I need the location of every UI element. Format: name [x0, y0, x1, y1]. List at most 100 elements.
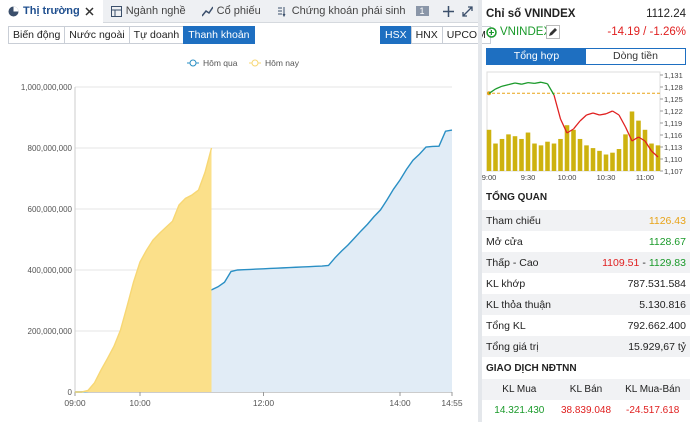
index-panel: Chỉ số VNINDEX 1112.24 VNINDEX -14.19 / …	[482, 0, 690, 422]
overview-row: Tham chiếu 1126.43	[482, 210, 690, 231]
filter-button[interactable]: HSX	[380, 26, 412, 44]
column-header: KL Mua-Bán	[625, 384, 681, 395]
row-label: Tham chiếu	[486, 214, 541, 227]
price-segment	[618, 114, 627, 128]
tab[interactable]: Ngành nghề	[103, 0, 194, 23]
row-label: Mở cửa	[486, 235, 523, 248]
price-segment	[488, 88, 496, 94]
section-title: TỔNG QUAN	[486, 192, 548, 203]
price-segment	[514, 82, 522, 85]
edit-icon[interactable]	[546, 25, 560, 39]
y-tick-label: 400,000,000	[28, 266, 73, 275]
volume-bar	[642, 129, 648, 171]
y-tick-label: 1,131	[664, 71, 683, 80]
index-change: -14.19 / -1.26%	[607, 26, 686, 38]
volume-bar	[655, 145, 661, 171]
volume-bar	[590, 148, 596, 171]
tab-label: Chứng khoán phái sinh	[291, 5, 406, 17]
price-segment	[534, 81, 542, 85]
overview-row: Mở cửa 1128.67	[482, 231, 690, 252]
row-label: Tổng KL	[486, 319, 526, 332]
overview-row: KL thỏa thuận 5.130.816	[482, 294, 690, 315]
expand-icon[interactable]	[462, 6, 473, 17]
volume-bar	[506, 134, 511, 171]
price-segment	[599, 113, 607, 116]
area	[75, 148, 212, 392]
price-segment	[638, 136, 646, 142]
x-tick-label: 10:30	[597, 173, 616, 182]
row-value: 15.929,67 tỷ	[628, 341, 686, 353]
tab[interactable]: Thị trường	[0, 0, 103, 23]
volume-bar	[512, 136, 518, 171]
y-tick-label: 1,122	[664, 107, 683, 116]
price-segment	[553, 94, 562, 120]
y-tick-label: 1,110	[664, 155, 682, 164]
tab[interactable]: Chứng khoán phái sinh 1	[269, 0, 437, 23]
price-segment	[559, 118, 568, 134]
add-icon[interactable]	[443, 6, 454, 17]
row-value: 5.130.816	[639, 299, 686, 311]
row-value: 1126.43	[649, 215, 686, 227]
value-part: 1109.51	[602, 256, 640, 269]
value-part: -	[642, 256, 646, 269]
value-part: 1126.43	[648, 214, 686, 227]
price-segment	[586, 112, 594, 116]
index-icon	[486, 27, 497, 38]
y-tick-label: 0	[68, 388, 73, 397]
row-label: KL khớp	[486, 277, 526, 290]
tab-badge: 1	[415, 6, 429, 16]
y-tick-label: 1,113	[664, 143, 682, 152]
price-segment	[605, 110, 613, 115]
price-segment	[566, 128, 574, 134]
x-tick-label: 09:00	[64, 398, 86, 408]
row-label: KL thỏa thuận	[486, 298, 551, 311]
section-title: GIAO DỊCH NĐTNN	[486, 363, 577, 374]
view-tabs: Tổng hợp Dòng tiền	[486, 48, 686, 65]
filter-button[interactable]: Tự doanh	[128, 26, 185, 44]
liquidity-chart: 0 200,000,000 400,000,000 600,000,000 800,00…	[21, 58, 463, 408]
y-tick-label: 1,107	[664, 167, 683, 176]
price-segment	[540, 81, 548, 85]
value-part: 1128.67	[648, 235, 686, 248]
index-chart: 1,107 1,110 1,113 1,116 1,119 1,122 1,125 1,128…	[482, 71, 683, 182]
row-value: 787.531.584	[628, 278, 686, 290]
row-value: 1109.51-1129.83	[602, 257, 686, 269]
value-part: 787.531.584	[627, 277, 686, 290]
volume-bar	[538, 145, 544, 171]
tab-label: Thị trường	[23, 5, 80, 17]
price-segment	[508, 82, 516, 86]
value-part: 1129.83	[648, 256, 686, 269]
filter-button[interactable]: HNX	[410, 26, 443, 44]
filter-button[interactable]: Biến động	[8, 26, 66, 44]
volume-bar	[629, 111, 635, 171]
volume-bar	[499, 138, 505, 171]
price-segment	[612, 110, 620, 116]
row-value: 792.662.400	[628, 320, 686, 332]
filter-group: Biến động Nước ngoài Tự doanh Thanh khoản	[8, 26, 255, 44]
price-segment	[527, 81, 535, 85]
legend-marker	[251, 59, 259, 67]
volume-bar	[584, 145, 589, 171]
foreign-value: 14.321.430	[494, 405, 545, 416]
x-tick-label: 10:00	[129, 398, 151, 408]
tab[interactable]: Cổ phiếu	[194, 0, 269, 23]
value-part: 792.662.400	[627, 319, 686, 332]
volume-bar	[525, 132, 531, 171]
overview-row: Tổng KL 792.662.400	[482, 315, 690, 336]
volume-bar	[558, 138, 563, 171]
x-tick-label: 10:00	[558, 173, 577, 182]
x-tick-label: 14:00	[389, 398, 411, 408]
tab-bar: Thị trường Ngành nghề Cổ phiếu Chứng kho…	[0, 0, 478, 23]
x-tick-label: 9:30	[521, 173, 536, 182]
view-tab[interactable]: Dòng tiền	[613, 50, 658, 62]
volume-bar	[486, 129, 492, 171]
view-tab[interactable]: Tổng hợp	[487, 49, 586, 64]
overview-row: Thấp - Cao 1109.51-1129.83	[482, 252, 690, 273]
close-icon[interactable]	[84, 6, 95, 17]
y-tick-label: 600,000,000	[28, 205, 73, 214]
foreign-value: 38.839.048	[560, 405, 612, 416]
y-tick-label: 800,000,000	[28, 144, 73, 153]
filter-button[interactable]: Nước ngoài	[64, 26, 130, 44]
price-segment	[572, 120, 581, 130]
filter-button[interactable]: Thanh khoản	[183, 26, 255, 44]
